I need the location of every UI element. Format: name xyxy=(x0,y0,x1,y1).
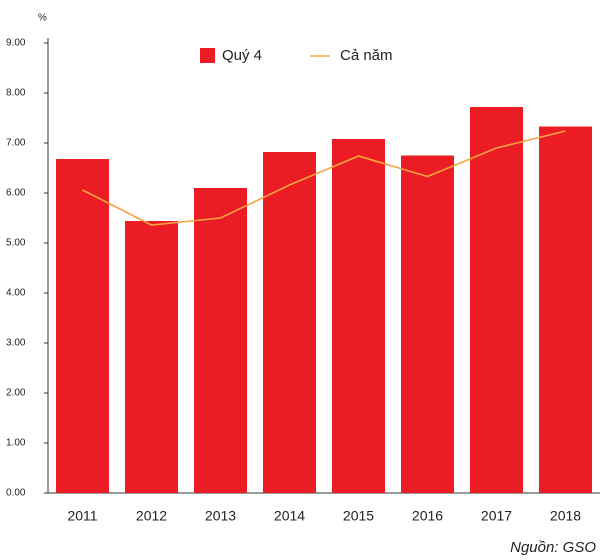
y-axis-label: % xyxy=(38,13,47,24)
bar xyxy=(332,139,385,493)
x-tick-label: 2012 xyxy=(136,508,167,524)
x-tick-label: 2017 xyxy=(481,508,512,524)
y-tick-label: 3.00 xyxy=(6,338,26,349)
bar xyxy=(56,159,109,493)
line xyxy=(82,130,566,226)
bar xyxy=(263,152,316,493)
legend-label: Cả năm xyxy=(340,47,393,64)
bar xyxy=(470,107,523,493)
y-tick-label: 6.00 xyxy=(6,188,26,199)
bar xyxy=(194,188,247,493)
x-tick-label: 2016 xyxy=(412,508,443,524)
y-tick-label: 2.00 xyxy=(6,388,26,399)
y-tick-label: 8.00 xyxy=(6,88,26,99)
legend-label: Quý 4 xyxy=(222,47,262,64)
bar xyxy=(539,126,592,493)
x-tick-label: 2011 xyxy=(67,508,97,524)
y-tick-label: 5.00 xyxy=(6,238,26,249)
y-tick-label: 1.00 xyxy=(6,438,26,449)
y-tick-label: 7.00 xyxy=(6,138,26,149)
x-tick-label: 2013 xyxy=(205,508,236,524)
y-tick-label: 4.00 xyxy=(6,288,26,299)
y-tick-label: 9.00 xyxy=(6,38,26,49)
source: Nguồn: GSO xyxy=(510,539,596,556)
x-tick-label: 2014 xyxy=(274,508,305,524)
x-tick-label: 2015 xyxy=(343,508,374,524)
bar xyxy=(401,155,454,493)
bar xyxy=(125,221,178,493)
x-tick-label: 2018 xyxy=(550,508,581,524)
y-tick-label: 0.00 xyxy=(6,488,26,499)
legend-swatch xyxy=(200,48,215,63)
